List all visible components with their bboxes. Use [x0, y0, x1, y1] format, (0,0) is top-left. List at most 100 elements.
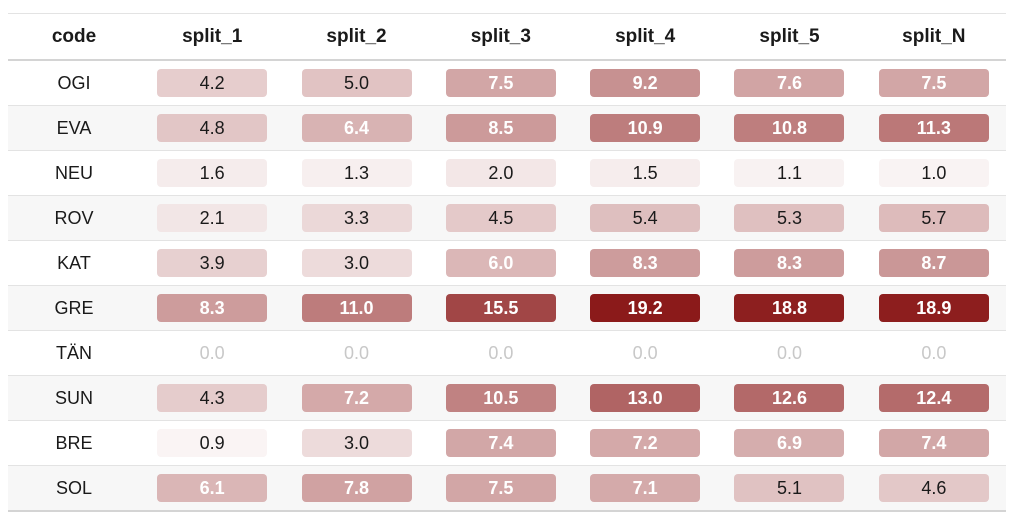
heatmap-value-pill: 6.0 — [445, 249, 556, 277]
heatmap-value-pill: 10.5 — [445, 384, 556, 412]
heatmap-cell: 10.8 — [717, 105, 862, 151]
heatmap-cell: 11.0 — [284, 285, 429, 331]
heatmap-cell: 18.9 — [861, 285, 1006, 331]
row-code-cell: NEU — [8, 150, 141, 196]
heatmap-cell: 1.3 — [284, 150, 429, 196]
column-header-split-n: split_N — [861, 13, 1006, 61]
heatmap-value-pill: 0.0 — [199, 343, 225, 363]
heatmap-cell: 7.5 — [861, 60, 1006, 106]
heatmap-cell: 12.6 — [717, 375, 862, 421]
column-header-split-2: split_2 — [284, 13, 429, 61]
heatmap-cell: 5.7 — [861, 195, 1006, 241]
heatmap-cell: 2.0 — [428, 150, 573, 196]
heatmap-value-pill: 7.4 — [445, 429, 556, 457]
heatmap-value-pill: 0.9 — [157, 429, 268, 457]
heatmap-value-pill: 12.6 — [734, 384, 845, 412]
heatmap-value-pill: 15.5 — [445, 294, 556, 322]
heatmap-cell: 18.8 — [717, 285, 862, 331]
heatmap-cell: 1.6 — [140, 150, 285, 196]
heatmap-value-pill: 7.8 — [301, 474, 412, 502]
heatmap-value-pill: 11.0 — [301, 294, 412, 322]
table-row: NEU 1.6 1.3 2.0 1.5 1.1 1.0 — [8, 150, 1006, 196]
table-row: SUN 4.3 7.2 10.5 13.0 12.6 12.4 — [8, 375, 1006, 421]
heatmap-cell: 4.2 — [140, 60, 285, 106]
heatmap-cell: 5.0 — [284, 60, 429, 106]
heatmap-value-pill: 19.2 — [590, 294, 701, 322]
table-row: KAT 3.9 3.0 6.0 8.3 8.3 8.7 — [8, 240, 1006, 286]
heatmap-value-pill: 4.6 — [878, 474, 989, 502]
heatmap-value-pill: 7.5 — [445, 69, 556, 97]
heatmap-value-pill: 4.2 — [157, 69, 268, 97]
heatmap-value-pill: 4.5 — [445, 204, 556, 232]
heatmap-value-pill: 4.3 — [157, 384, 268, 412]
heatmap-cell: 6.0 — [428, 240, 573, 286]
heatmap-value-pill: 5.0 — [301, 69, 412, 97]
header-row: code split_1 split_2 split_3 split_4 spl… — [8, 13, 1006, 61]
heatmap-cell: 7.8 — [284, 465, 429, 512]
heatmap-value-pill: 3.0 — [301, 249, 412, 277]
heatmap-cell: 4.3 — [140, 375, 285, 421]
heatmap-cell: 10.9 — [573, 105, 718, 151]
heatmap-cell: 8.7 — [861, 240, 1006, 286]
heatmap-value-pill: 8.3 — [157, 294, 268, 322]
heatmap-value-pill: 18.8 — [734, 294, 845, 322]
heatmap-value-pill: 8.3 — [734, 249, 845, 277]
heatmap-cell: 3.0 — [284, 420, 429, 466]
heatmap-cell: 6.1 — [140, 465, 285, 512]
heatmap-value-pill: 13.0 — [590, 384, 701, 412]
heatmap-cell: 5.4 — [573, 195, 718, 241]
heatmap-value-pill: 7.5 — [445, 474, 556, 502]
heatmap-value-pill: 5.7 — [878, 204, 989, 232]
heatmap-cell: 15.5 — [428, 285, 573, 331]
heatmap-value-pill: 7.5 — [878, 69, 989, 97]
heatmap-cell: 7.1 — [573, 465, 718, 512]
heatmap-cell: 1.1 — [717, 150, 862, 196]
heatmap-cell: 8.3 — [573, 240, 718, 286]
table-row: GRE 8.3 11.0 15.5 19.2 18.8 18.9 — [8, 285, 1006, 331]
row-code-cell: OGI — [8, 60, 141, 106]
heatmap-cell: 6.9 — [717, 420, 862, 466]
heatmap-cell: 0.0 — [861, 330, 1006, 376]
column-header-split-1: split_1 — [140, 13, 285, 61]
heatmap-cell: 8.5 — [428, 105, 573, 151]
table-row: ROV 2.1 3.3 4.5 5.4 5.3 5.7 — [8, 195, 1006, 241]
heatmap-cell: 4.6 — [861, 465, 1006, 512]
heatmap-cell: 4.5 — [428, 195, 573, 241]
heatmap-value-pill: 3.3 — [301, 204, 412, 232]
heatmap-value-pill: 3.9 — [157, 249, 268, 277]
row-code-cell: SOL — [8, 465, 141, 512]
heatmap-cell: 7.5 — [428, 60, 573, 106]
table-row: SOL 6.1 7.8 7.5 7.1 5.1 4.6 — [8, 465, 1006, 512]
heatmap-value-pill: 7.6 — [734, 69, 845, 97]
heatmap-cell: 6.4 — [284, 105, 429, 151]
heatmap-value-pill: 1.5 — [590, 159, 701, 187]
heatmap-value-pill: 6.1 — [157, 474, 268, 502]
heatmap-value-pill: 6.9 — [734, 429, 845, 457]
heatmap-cell: 5.3 — [717, 195, 862, 241]
heatmap-value-pill: 10.8 — [734, 114, 845, 142]
column-header-split-5: split_5 — [717, 13, 862, 61]
heatmap-value-pill: 0.0 — [488, 343, 514, 363]
row-code-cell: ROV — [8, 195, 141, 241]
heatmap-cell: 3.3 — [284, 195, 429, 241]
table-row: TÄN 0.0 0.0 0.0 0.0 0.0 0.0 — [8, 330, 1006, 376]
heatmap-value-pill: 5.1 — [734, 474, 845, 502]
table-body: OGI 4.2 5.0 7.5 9.2 7.6 7.5 EVA 4.8 6.4 8.5 10.9 10.… — [8, 60, 1006, 512]
heatmap-cell: 10.5 — [428, 375, 573, 421]
heatmap-cell: 11.3 — [861, 105, 1006, 151]
heatmap-value-pill: 7.4 — [878, 429, 989, 457]
heatmap-cell: 0.0 — [573, 330, 718, 376]
heatmap-cell: 5.1 — [717, 465, 862, 512]
heatmap-cell: 0.0 — [428, 330, 573, 376]
heatmap-value-pill: 8.5 — [445, 114, 556, 142]
heatmap-value-pill: 7.1 — [590, 474, 701, 502]
heatmap-value-pill: 5.3 — [734, 204, 845, 232]
row-code-cell: GRE — [8, 285, 141, 331]
heatmap-cell: 0.9 — [140, 420, 285, 466]
heatmap-value-pill: 8.3 — [590, 249, 701, 277]
heatmap-value-pill: 1.1 — [734, 159, 845, 187]
row-code-cell: EVA — [8, 105, 141, 151]
heatmap-cell: 7.4 — [428, 420, 573, 466]
heatmap-table: code split_1 split_2 split_3 split_4 spl… — [8, 13, 1006, 512]
heatmap-cell: 7.2 — [573, 420, 718, 466]
